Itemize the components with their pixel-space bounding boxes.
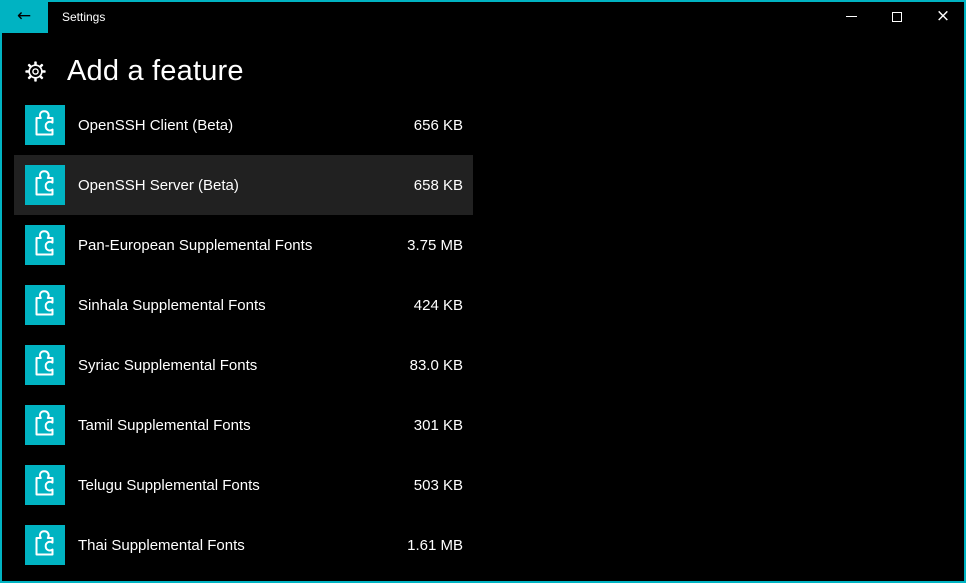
close-button[interactable]: × [920,2,964,33]
feature-name: Thai Supplemental Fonts [78,536,245,554]
feature-row[interactable]: Telugu Supplemental Fonts 503 KB [14,455,473,515]
page-title: Add a feature [67,54,244,87]
feature-row[interactable]: OpenSSH Client (Beta) 656 KB [14,95,473,155]
feature-size: 658 KB [413,176,463,194]
window-title: Settings [62,10,106,24]
feature-name: Tamil Supplemental Fonts [78,416,251,434]
feature-name: Syriac Supplemental Fonts [78,356,258,374]
window-controls: × [828,2,964,33]
feature-row[interactable]: Syriac Supplemental Fonts 83.0 KB [14,335,473,395]
gear-icon [24,60,47,83]
titlebar: ← Settings × [2,2,964,33]
arrow-left-icon: ← [16,6,32,26]
puzzle-piece-icon [25,525,65,565]
feature-name: OpenSSH Client (Beta) [78,116,234,134]
feature-name: Sinhala Supplemental Fonts [78,296,266,314]
feature-size: 503 KB [413,476,463,494]
puzzle-piece-icon [25,105,65,145]
feature-size: 3.75 MB [407,236,463,254]
feature-row[interactable]: Thai Supplemental Fonts 1.61 MB [14,515,473,575]
feature-row[interactable]: Pan-European Supplemental Fonts 3.75 MB [14,215,473,275]
puzzle-piece-icon [25,285,65,325]
feature-row[interactable]: Tamil Supplemental Fonts 301 KB [14,395,473,455]
feature-size: 656 KB [413,116,463,134]
feature-row[interactable]: Sinhala Supplemental Fonts 424 KB [14,275,473,335]
puzzle-piece-icon [25,225,65,265]
feature-name: Telugu Supplemental Fonts [78,476,260,494]
maximize-button[interactable] [874,2,920,33]
feature-row[interactable]: OpenSSH Server (Beta) 658 KB [14,155,473,215]
feature-size: 424 KB [413,296,463,314]
puzzle-piece-icon [25,165,65,205]
puzzle-piece-icon [25,345,65,385]
back-button[interactable]: ← [2,2,48,33]
minimize-button[interactable] [828,2,874,33]
maximize-icon [892,11,902,22]
page-header: Add a feature [2,47,964,95]
puzzle-piece-icon [25,465,65,505]
feature-size: 301 KB [413,416,463,434]
feature-size: 1.61 MB [407,536,463,554]
feature-name: OpenSSH Server (Beta) [78,176,239,194]
close-icon: × [935,6,951,26]
feature-name: Pan-European Supplemental Fonts [78,236,313,254]
feature-size: 83.0 KB [409,356,463,374]
puzzle-piece-icon [25,405,65,445]
feature-list: OpenSSH Client (Beta) 656 KB OpenSSH Ser… [14,95,473,575]
minimize-icon [845,16,857,17]
